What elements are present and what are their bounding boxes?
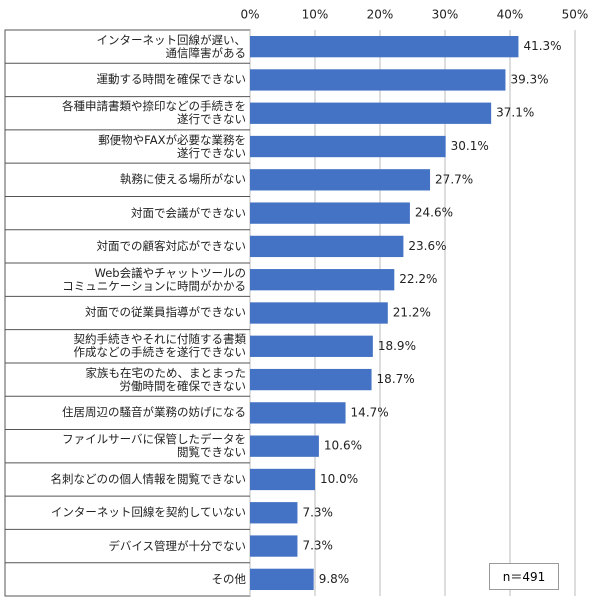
bar [250, 69, 506, 91]
category-label: デバイス管理が十分でない [108, 538, 246, 553]
bar [250, 135, 446, 158]
bar [250, 568, 314, 591]
bar [250, 402, 346, 424]
value-label: 18.7% [377, 372, 415, 386]
x-tick-label: 10% [302, 8, 329, 22]
bar [250, 335, 373, 357]
bar [250, 102, 492, 124]
bar [250, 368, 372, 391]
value-label: 37.1% [496, 106, 534, 120]
annotation: n＝491 [489, 563, 559, 590]
value-label: 22.2% [399, 272, 437, 286]
x-tick-label: 20% [367, 8, 394, 22]
bar [250, 468, 315, 491]
x-tick-label: 30% [432, 8, 459, 22]
category-label: ファイルサーバに保管したデータを 閲覧できない [62, 432, 246, 460]
category-label: 対面での従業員指導ができない [85, 305, 246, 320]
bar [250, 35, 519, 58]
value-label: 30.1% [451, 139, 489, 153]
bar [250, 302, 388, 324]
bar [250, 435, 319, 457]
value-label: 24.6% [415, 206, 453, 220]
category-label: インターネット回線が遅い、 通信障害がある [96, 32, 247, 60]
bar [250, 169, 431, 191]
bar [250, 269, 395, 291]
x-tick-label: 40% [497, 8, 524, 22]
value-label: 14.7% [351, 405, 389, 419]
value-label: 7.3% [302, 505, 333, 519]
x-tick-label: 0% [240, 8, 259, 22]
category-label: インターネット回線を契約していない [50, 505, 246, 520]
category-label: その他 [211, 571, 247, 586]
category-label: 名刺などのの個人情報を閲覧できない [50, 471, 247, 486]
category-label: 契約手続きやそれに付随する書類 作成などの手続きを遂行できない [73, 332, 247, 360]
value-label: 10.0% [320, 472, 358, 486]
category-label: Web会議やチャットツールの コミュニケーションに時間がかかる [62, 265, 246, 293]
category-label: 対面での顧客対応ができない [96, 238, 247, 253]
category-label: 住居周辺の騒音が業務の妨げになる [62, 405, 246, 420]
category-label: 各種申請書類や捺印などの手続きを 遂行できない [62, 99, 246, 127]
value-label: 23.6% [408, 239, 446, 253]
value-label: 41.3% [523, 39, 561, 53]
value-label: 21.2% [393, 306, 431, 320]
category-label: 対面で会議ができない [131, 205, 246, 220]
value-label: 27.7% [435, 172, 473, 186]
category-label: 運動する時間を確保できない [96, 72, 247, 87]
x-tick-label: 50% [562, 8, 589, 22]
category-label: 執務に使える場所がない [119, 172, 246, 187]
value-label: 10.6% [324, 439, 362, 453]
bar [250, 535, 298, 557]
value-label: 7.3% [302, 539, 333, 553]
value-label: 18.9% [378, 339, 416, 353]
category-label: 家族も在宅のため、まとまった 労働時間を確保できない [85, 365, 246, 393]
bar [250, 235, 404, 258]
value-label: 9.8% [319, 572, 350, 586]
category-label: 郵便物やFAXが必要な業務を 遂行できない [98, 132, 246, 160]
bar [250, 202, 410, 224]
bar [250, 502, 298, 524]
value-label: 39.3% [510, 72, 548, 86]
